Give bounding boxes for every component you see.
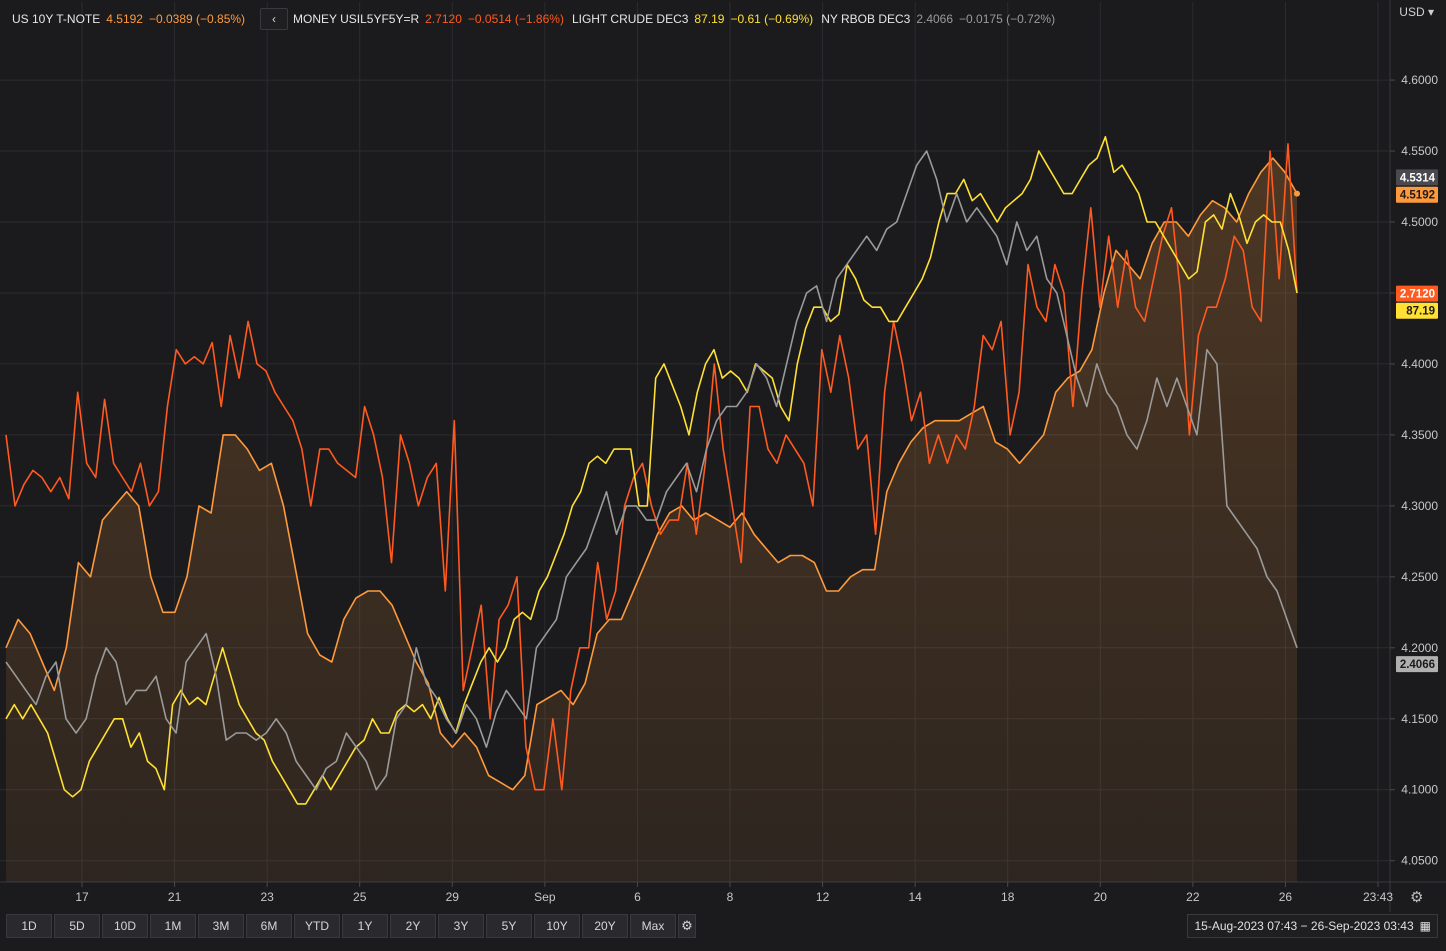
x-tick-label: 29: [446, 890, 460, 904]
legend-name: US 10Y T-NOTE: [12, 12, 101, 26]
currency-label: USD: [1399, 5, 1425, 19]
legend-rest: MONEY USIL5YF5Y=R 2.7120 −0.0514 (−1.86%…: [293, 10, 1063, 28]
legend-value: 87.19: [694, 12, 725, 26]
price-tag-label: 4.5192: [1400, 190, 1435, 202]
legend-item[interactable]: LIGHT CRUDE DEC3 87.19 −0.61 (−0.69%): [572, 12, 813, 26]
y-tick-label: 4.1000: [1401, 783, 1438, 797]
x-tick-label: 23: [260, 890, 274, 904]
price-tag-label: 2.4066: [1400, 659, 1435, 671]
range-button-1y[interactable]: 1Y: [342, 914, 388, 938]
range-button-2y[interactable]: 2Y: [390, 914, 436, 938]
series-line: [5, 157, 1298, 791]
price-tag-label: 2.7120: [1400, 289, 1435, 301]
range-button-3m[interactable]: 3M: [198, 914, 244, 938]
legend-change: −0.0175 (−0.72%): [959, 12, 1056, 26]
chart-series: [5, 136, 1300, 883]
range-buttons: 1D 5D 10D 1M 3M 6M YTD 1Y 2Y 3Y 5Y 10Y 2…: [6, 914, 696, 938]
range-button-6m[interactable]: 6M: [246, 914, 292, 938]
price-tag: [1396, 302, 1438, 319]
chevron-down-icon: ▾: [1427, 5, 1434, 19]
price-tag: [1396, 169, 1438, 186]
x-tick-label: 18: [1001, 890, 1015, 904]
x-tick-label: 8: [727, 890, 734, 904]
legend-name: MONEY USIL5YF5Y=R: [293, 12, 420, 26]
x-tick-label: Sep: [534, 890, 556, 904]
currency-selector[interactable]: USD ▾: [1399, 5, 1434, 19]
y-tick-label: 4.5500: [1401, 144, 1438, 158]
series-last-point: [1294, 190, 1300, 197]
x-tick-label: 12: [816, 890, 830, 904]
bottom-toolbar: 1D 5D 10D 1M 3M 6M YTD 1Y 2Y 3Y 5Y 10Y 2…: [0, 912, 1446, 938]
x-axis: 17 21 23 25 29 Sep 6 8 12 14 18 20 22 26 23:43: [75, 882, 1393, 904]
y-tick-label: 4.2000: [1401, 641, 1438, 655]
x-tick-label: 25: [353, 890, 367, 904]
legend-item[interactable]: NY RBOB DEC3 2.4066 −0.0175 (−0.72%): [821, 12, 1055, 26]
y-tick-label: 4.5000: [1401, 215, 1438, 229]
y-tick-label: 4.6000: [1401, 73, 1438, 87]
legend-change: −0.0389 (−0.85%): [148, 12, 246, 26]
range-button-max[interactable]: Max: [630, 914, 676, 938]
range-button-5y[interactable]: 5Y: [486, 914, 532, 938]
legend: US 10Y T-NOTE 4.5192 −0.0389 (−0.85%): [12, 10, 253, 28]
legend-name: LIGHT CRUDE DEC3: [571, 12, 689, 26]
y-tick-label: 4.2500: [1401, 570, 1438, 584]
legend-change: −0.61 (−0.69%): [730, 12, 814, 26]
range-button-ytd[interactable]: YTD: [294, 914, 340, 938]
legend-value: 4.5192: [106, 12, 143, 26]
y-tick-label: 4.3000: [1401, 499, 1438, 513]
y-tick-label: 4.4000: [1401, 357, 1438, 371]
x-tick-label: 20: [1094, 890, 1108, 904]
x-tick-label: 21: [168, 890, 182, 904]
price-tag: [1396, 656, 1438, 673]
axis-settings-icon[interactable]: ⚙: [1410, 889, 1424, 906]
price-tag: [1396, 186, 1438, 203]
collapse-legend-button[interactable]: ‹: [260, 8, 288, 30]
x-tick-label: 17: [75, 890, 89, 904]
y-tick-label: 4.0500: [1401, 854, 1438, 868]
y-tick-label: 4.3500: [1401, 428, 1438, 442]
y-tick-label: 4.1500: [1401, 712, 1438, 726]
range-button-5d[interactable]: 5D: [54, 914, 100, 938]
series-line: [5, 136, 1298, 805]
series-area: [6, 158, 1297, 883]
legend-value: 2.4066: [916, 12, 954, 26]
x-tick-label: 14: [908, 890, 922, 904]
x-tick-label: 6: [634, 890, 641, 904]
legend-item[interactable]: MONEY USIL5YF5Y=R 2.7120 −0.0514 (−1.86%…: [293, 12, 564, 26]
series-line: [5, 143, 1298, 791]
x-tick-label: 26: [1279, 890, 1293, 904]
price-tag-label: 87.19: [1406, 306, 1435, 318]
date-range-text: 15-Aug-2023 07:43 − 26-Sep-2023 03:43: [1194, 919, 1414, 933]
legend-item[interactable]: US 10Y T-NOTE 4.5192 −0.0389 (−0.85%): [12, 12, 245, 26]
legend-value: 2.7120: [425, 12, 462, 26]
legend-name: NY RBOB DEC3: [821, 12, 911, 26]
price-tag-label: 4.5314: [1400, 172, 1436, 184]
range-button-1d[interactable]: 1D: [6, 914, 52, 938]
x-tick-label: 22: [1186, 890, 1200, 904]
x-tick-label: 23:43: [1363, 890, 1393, 904]
range-button-10y[interactable]: 10Y: [534, 914, 580, 938]
legend-change: −0.0514 (−1.86%): [467, 12, 564, 26]
price-tags: 4.5314 4.5192 2.7120 87.19 2.4066: [1396, 169, 1438, 673]
gear-icon[interactable]: ⚙: [678, 914, 696, 938]
range-button-20y[interactable]: 20Y: [582, 914, 628, 938]
price-tag: [1396, 285, 1438, 302]
date-range-picker[interactable]: 15-Aug-2023 07:43 − 26-Sep-2023 03:43 ▦: [1187, 914, 1438, 938]
y-axis: 4.60004.55004.50004.45004.40004.35004.30…: [1390, 73, 1438, 868]
range-button-1m[interactable]: 1M: [150, 914, 196, 938]
range-button-3y[interactable]: 3Y: [438, 914, 484, 938]
range-button-10d[interactable]: 10D: [102, 914, 148, 938]
calendar-icon: ▦: [1419, 919, 1431, 933]
series-line: [5, 150, 1298, 791]
